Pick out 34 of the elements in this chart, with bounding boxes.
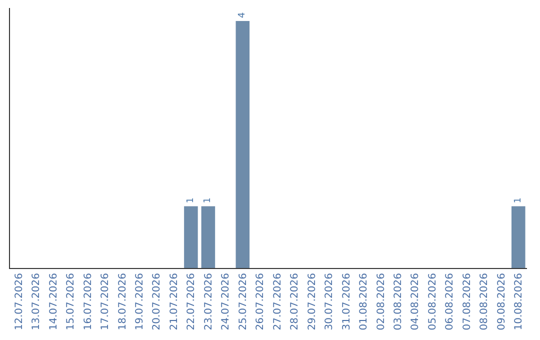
x-tick-label: 20.07.2026 [152,273,163,330]
x-tick-label: 31.07.2026 [341,273,352,330]
x-tick-label: 25.07.2026 [238,273,249,330]
x-tick-label: 26.07.2026 [255,273,266,330]
x-tick-label: 15.07.2026 [66,273,77,330]
x-tick-label: 14.07.2026 [48,273,60,330]
x-tick-label: 22.07.2026 [186,273,198,330]
x-tick-label: 08.08.2026 [479,273,490,330]
x-tick-label: 17.07.2026 [100,273,112,330]
x-tick-label: 06.08.2026 [444,273,456,330]
x-tick-label: 21.07.2026 [168,273,180,330]
x-tick-label: 27.07.2026 [272,273,284,330]
data-label: 4 [238,12,248,18]
x-tick-label: 24.07.2026 [220,273,232,330]
x-tick-label: 04.08.2026 [410,273,422,330]
x-tick-label: 13.07.2026 [31,273,42,330]
x-tick-label: 10.08.2026 [514,273,525,330]
x-tick-label: 28.07.2026 [290,273,301,330]
data-label: 1 [203,198,214,204]
data-label: 1 [186,198,196,204]
x-tick-label: 16.07.2026 [82,273,94,330]
x-tick-label: 23.07.2026 [203,273,214,330]
x-tick-label: 09.08.2026 [496,273,508,330]
x-tick-label: 07.08.2026 [462,273,473,330]
x-tick-label: 05.08.2026 [427,273,438,330]
x-tick-label: 29.07.2026 [306,273,318,330]
x-tick-label: 03.08.2026 [393,273,404,330]
x-tick-label: 30.07.2026 [324,273,336,330]
x-tick-label: 02.08.2026 [376,273,387,330]
data-label: 1 [513,198,524,204]
x-tick-label: 01.08.2026 [358,273,370,330]
x-tick-label: 19.07.2026 [134,273,146,330]
x-tick-label: 12.07.2026 [14,273,25,330]
x-tick-label: 18.07.2026 [117,273,128,330]
